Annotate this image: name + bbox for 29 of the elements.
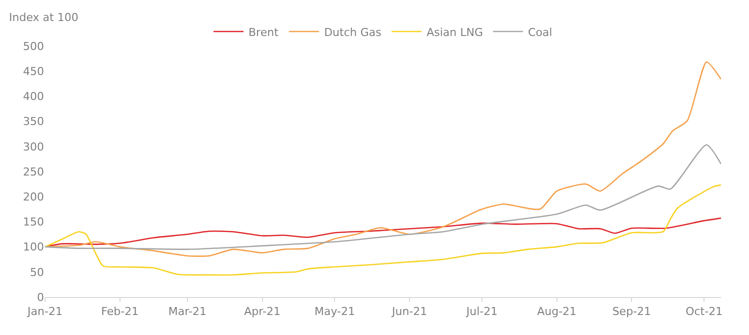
legend-label: Dutch Gas [324,26,382,39]
x-tick-label: Apr-21 [244,305,280,318]
y-tick-label: 100 [23,240,44,254]
x-tick-label: Mar-21 [168,305,206,318]
y-tick-label: 500 [23,40,44,53]
x-tick-label: Feb-21 [101,305,139,318]
legend-label: Brent [248,26,280,39]
x-tick-label: May-21 [314,305,355,318]
line-series [45,144,721,250]
x-tick-label: Jan-21 [26,305,62,318]
x-tick-label: Jul-21 [465,305,498,318]
y-tick-label: 150 [23,216,44,229]
y-tick-label: 350 [23,115,44,128]
y-tick-label: 200 [23,190,44,204]
y-tick-label: 450 [23,64,44,78]
legend-label: Coal [528,26,552,39]
legend-label: Asian LNG [426,26,484,39]
x-tick-label: Sep-21 [612,305,652,318]
line-series [45,61,721,257]
y-tick-label: 300 [23,140,44,154]
y-tick-label: 250 [23,165,44,178]
line-series [45,184,721,276]
x-tick-label: Jun-21 [390,305,428,318]
y-axis-title: Index at 100 [9,11,78,24]
x-tick-label: Aug-21 [537,305,577,318]
y-tick-label: 50 [30,266,44,279]
y-tick-label: 0 [37,290,44,304]
y-tick-label: 400 [23,90,44,104]
x-tick-label: Oct-21 [686,305,723,318]
